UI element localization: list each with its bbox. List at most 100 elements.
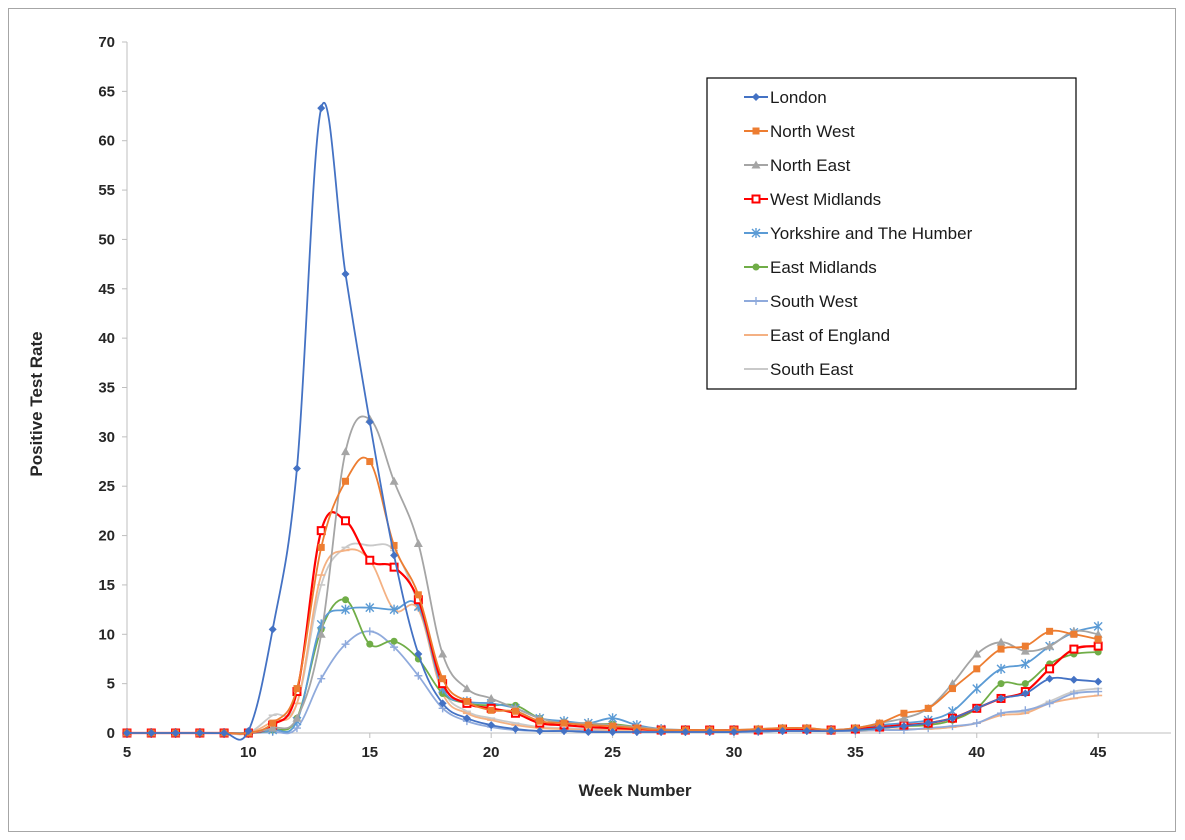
data-point-london [292,464,301,473]
series-london [123,101,1103,741]
data-point-london [802,727,811,736]
y-tick-label: 5 [107,676,115,693]
data-point-north-east [899,713,909,722]
data-point-east-midlands [342,596,350,604]
data-point-london [875,724,884,733]
y-tick-label: 50 [98,231,115,248]
data-point-north-west [439,675,447,683]
data-point-london [414,650,423,659]
data-point-london [948,714,957,723]
legend-entry-east-midlands: East Midlands [744,258,877,277]
legend-label-north-east: North East [770,156,851,175]
data-point-london [171,729,180,737]
series-line-west-midlands [126,511,1099,735]
data-point-north-east [341,447,351,456]
data-point-london [754,727,763,736]
chart-frame: 0 5 10 15 20 25 30 35 40 45 50 55 60 65 70 5 10 15 20 25 30 3… [8,8,1176,832]
x-tick-label: 25 [604,744,621,761]
data-point-west-midlands [365,555,375,565]
y-tick-label: 35 [98,380,115,397]
data-point-north-west [366,458,374,466]
legend-label-south-east: South East [770,360,853,379]
legend-label-west-midlands: West Midlands [770,190,881,209]
data-point-london [778,727,787,736]
legend-label-yorkshire-and-the-humber: Yorkshire and The Humber [770,224,973,243]
x-tick-label: 35 [847,744,864,761]
series-south-east [123,542,1103,736]
y-tick-label: 30 [98,429,115,446]
data-point-north-east [292,713,302,722]
data-point-east-midlands [390,637,398,645]
data-point-london [390,551,399,560]
data-point-south-west [1094,687,1103,696]
legend-entry-north-west: North West [744,122,855,141]
x-axis-title: Week Number [578,781,691,800]
y-tick-label: 10 [98,626,115,643]
legend-entry-east-of-england: East of England [744,326,890,345]
x-tick-label: 45 [1090,744,1107,761]
data-point-london [705,728,714,737]
data-point-north-west [342,477,350,485]
data-point-north-east [438,649,448,658]
data-point-london [657,728,666,737]
data-point-south-west [1045,699,1054,708]
legend-marker-london [752,93,760,101]
data-point-north-west [414,591,422,599]
series-line-east-of-england [126,548,1099,735]
data-point-london [462,714,471,723]
data-point-london [997,694,1006,703]
data-point-yorkshire-and-the-humber [1093,621,1103,632]
series-north-west [123,456,1102,737]
x-tick-label: 10 [240,744,257,761]
x-tick-label: 5 [123,744,131,761]
data-point-north-west [560,719,568,727]
data-point-north-west [293,685,301,693]
data-point-london [1021,689,1030,698]
data-point-london [268,625,277,634]
data-point-yorkshire-and-the-humber [341,604,351,615]
data-point-north-east [486,693,496,702]
legend-label-north-west: North West [770,122,855,141]
y-tick-label: 40 [98,330,115,347]
data-point-north-west [973,665,981,673]
data-point-north-west [997,645,1005,653]
data-point-north-west [463,697,471,705]
data-point-north-west [1094,635,1102,643]
data-point-north-west [584,721,592,729]
data-point-north-east [996,637,1006,646]
data-point-north-west [948,685,956,693]
data-point-west-midlands [1093,641,1103,651]
y-tick-label: 65 [98,83,115,100]
legend-label-south-west: South West [770,292,858,311]
data-point-london [123,729,131,737]
data-point-london [827,727,836,736]
data-point-west-midlands [316,526,326,536]
legend-box [706,77,1077,390]
data-point-london [681,728,690,737]
legend-marker-yorkshire-and-the-humber [751,228,761,238]
y-tick-label: 60 [98,133,115,150]
data-point-south-west [414,671,423,680]
data-point-west-midlands [1045,664,1055,674]
x-tick-label: 20 [483,744,500,761]
data-point-london [317,104,326,113]
legend-entry-london: London [744,88,827,107]
legend-entry-west-midlands: West Midlands [744,190,881,209]
data-point-yorkshire-and-the-humber [365,602,375,613]
legend-entry-yorkshire-and-the-humber: Yorkshire and The Humber [744,224,973,243]
data-point-west-midlands [341,516,351,526]
data-point-north-west [511,707,519,715]
data-point-north-west [1021,642,1029,650]
series-line-yorkshire-and-the-humber [126,600,1099,735]
data-point-london [632,728,641,737]
series-layer [122,101,1103,741]
legend-entry-south-east: South East [744,360,853,379]
data-point-north-east [413,538,423,547]
data-point-north-west [924,704,932,712]
legend-entry-south-west: South West [744,292,858,311]
y-tick-label: 25 [98,478,115,495]
data-point-north-east [268,723,278,732]
data-point-london [220,729,229,737]
data-point-west-midlands [1069,644,1079,654]
